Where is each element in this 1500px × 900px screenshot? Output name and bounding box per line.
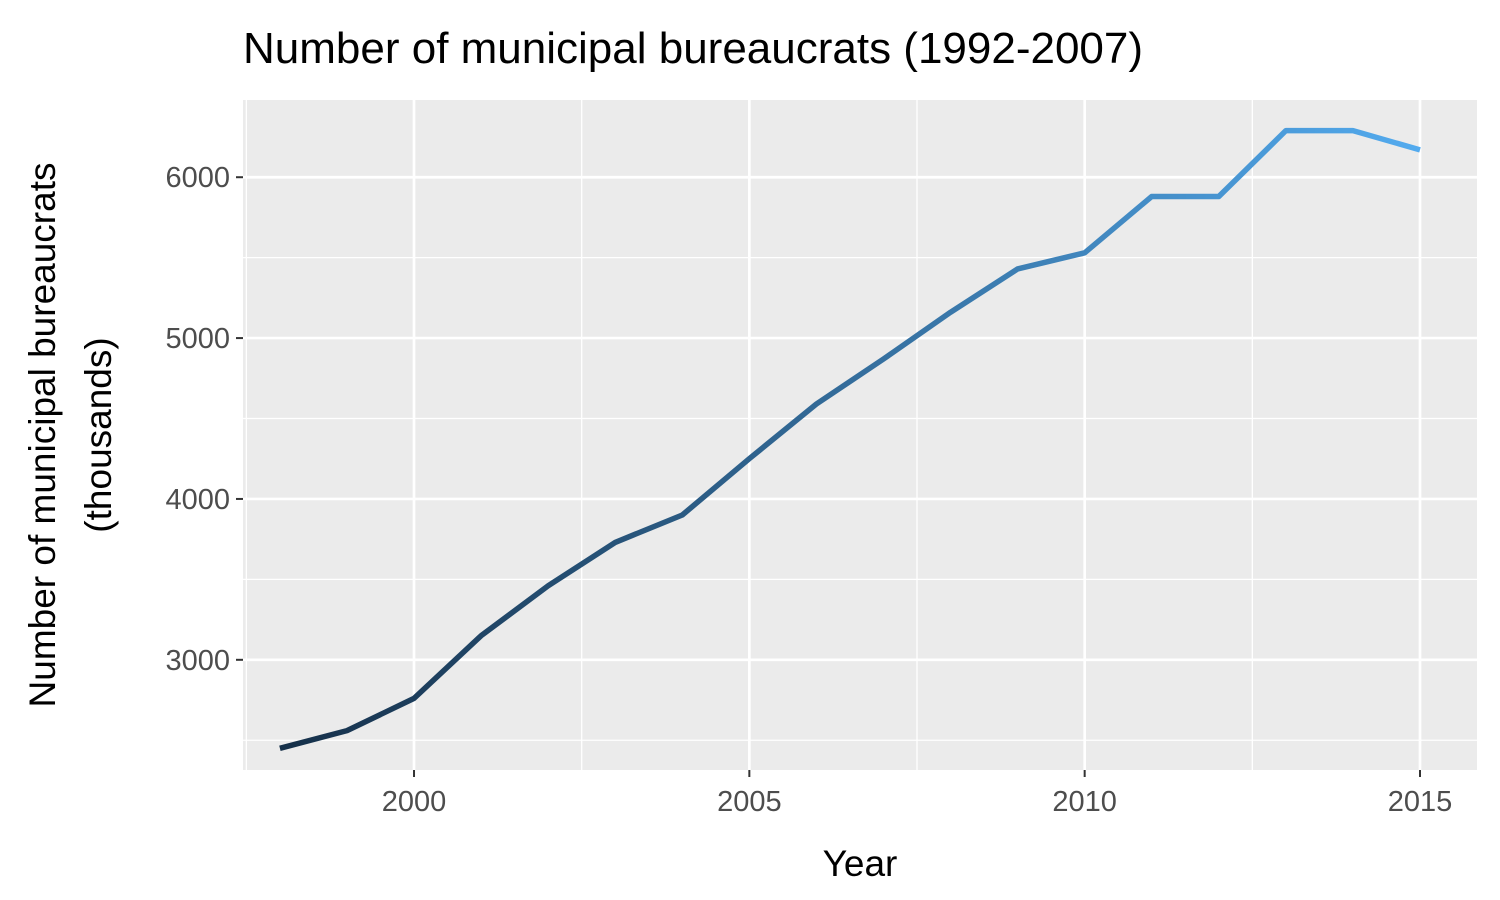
x-tick-label: 2015 bbox=[1388, 786, 1453, 818]
y-axis-title: Number of municipal bureaucrats (thousan… bbox=[22, 163, 119, 708]
x-tick-label: 2010 bbox=[1052, 786, 1117, 818]
plot-panel bbox=[243, 100, 1477, 770]
y-tick-label: 5000 bbox=[165, 323, 230, 355]
major-gridlines bbox=[243, 100, 1477, 770]
series-line bbox=[279, 127, 1421, 751]
minor-gridlines bbox=[243, 100, 1477, 770]
y-axis-title-line-2: (thousands) bbox=[78, 337, 119, 532]
chart-title: Number of municipal bureaucrats (1992-20… bbox=[243, 24, 1143, 73]
x-axis: 2000 2005 2010 2015 bbox=[382, 770, 1452, 818]
y-tick-label: 6000 bbox=[165, 162, 230, 194]
y-tick-label: 4000 bbox=[165, 484, 230, 516]
y-tick-label: 3000 bbox=[165, 645, 230, 677]
x-tick-label: 2000 bbox=[382, 786, 447, 818]
y-axis: 3000 4000 5000 6000 bbox=[165, 162, 243, 677]
x-tick-label: 2005 bbox=[717, 786, 782, 818]
series-polyline bbox=[279, 127, 1421, 751]
x-axis-title: Year bbox=[823, 843, 898, 884]
y-axis-title-line-1: Number of municipal bureaucrats bbox=[22, 163, 63, 708]
